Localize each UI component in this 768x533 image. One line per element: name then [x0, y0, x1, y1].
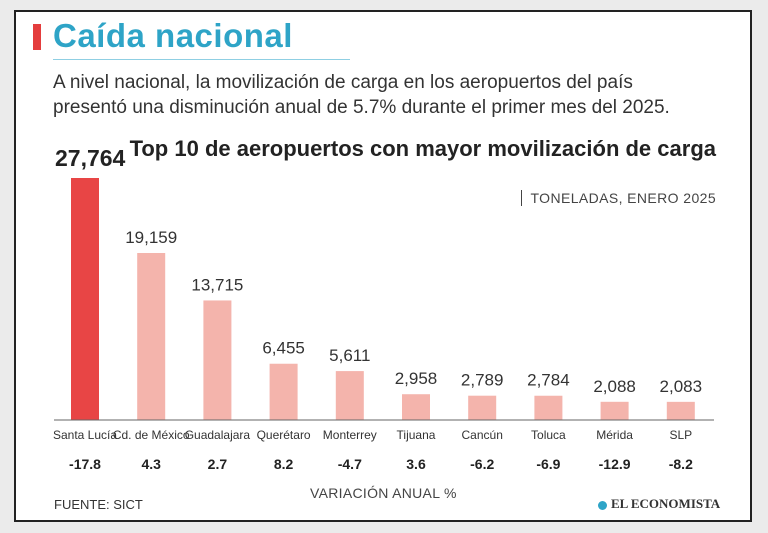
- change-label: 4.3: [141, 456, 161, 472]
- change-label: 2.7: [208, 456, 228, 472]
- change-axis-label: VARIACIÓN ANUAL %: [310, 485, 457, 501]
- change-label: -17.8: [69, 456, 101, 472]
- bar: [600, 401, 629, 420]
- intro-text: A nivel nacional, la movilización de car…: [53, 72, 670, 118]
- category-label: Monterrey: [323, 428, 377, 442]
- change-label: -8.2: [669, 456, 693, 472]
- bar: [269, 363, 298, 420]
- change-label: 8.2: [274, 456, 294, 472]
- bar: [71, 178, 99, 420]
- category-label: Santa Lucía: [53, 428, 117, 442]
- change-label: -4.7: [338, 456, 362, 472]
- title-accent: [33, 24, 41, 50]
- category-label: Tijuana: [397, 428, 436, 442]
- change-label: -6.9: [536, 456, 560, 472]
- bar: [402, 394, 430, 420]
- value-label: 2,088: [593, 377, 636, 396]
- logo-text: EL ECONOMISTA: [611, 496, 721, 511]
- value-label: 13,715: [191, 275, 243, 294]
- bar: [203, 300, 232, 420]
- category-label: Cd. de México: [113, 428, 190, 442]
- value-label: 27,764: [55, 145, 126, 171]
- bar: [666, 401, 695, 420]
- category-label: Toluca: [531, 428, 566, 442]
- value-label: 2,083: [660, 377, 703, 396]
- change-label: 3.6: [406, 456, 426, 472]
- bar: [468, 395, 497, 420]
- category-label: Cancún: [462, 428, 503, 442]
- category-label: Querétaro: [257, 428, 311, 442]
- bar: [335, 371, 364, 420]
- card-frame: [14, 10, 752, 522]
- chart-title: Top 10 de aeropuertos con mayor moviliza…: [129, 136, 716, 161]
- value-label: 2,958: [395, 369, 438, 388]
- publisher-logo: EL ECONOMISTA: [598, 496, 720, 512]
- change-label: -6.2: [470, 456, 494, 472]
- value-label: 5,611: [329, 346, 370, 365]
- change-label: -12.9: [599, 456, 631, 472]
- value-label: 2,784: [527, 371, 570, 390]
- category-label: SLP: [669, 428, 692, 442]
- title-underline: [53, 59, 350, 60]
- bar: [137, 253, 166, 420]
- category-label: Mérida: [596, 428, 633, 442]
- bar: [534, 395, 563, 420]
- source-note: FUENTE: SICT: [54, 497, 143, 512]
- logo-mark-icon: [598, 500, 607, 510]
- category-label: Guadalajara: [185, 428, 251, 442]
- page-title: Caída nacional: [53, 17, 293, 54]
- value-label: 2,789: [461, 371, 504, 390]
- value-label: 6,455: [262, 339, 305, 358]
- value-label: 19,159: [125, 228, 177, 247]
- chart-subtitle: TONELADAS, ENERO 2025: [521, 190, 716, 206]
